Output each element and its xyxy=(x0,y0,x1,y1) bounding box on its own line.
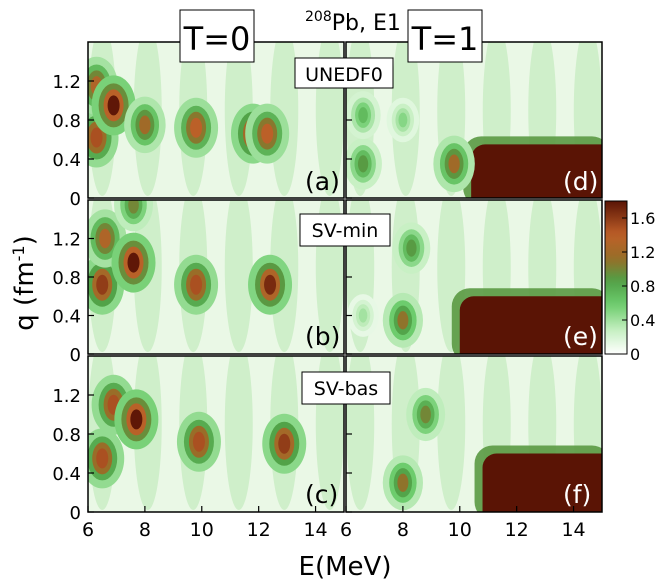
panel-letter-a: (a) xyxy=(305,167,340,196)
data-blob-d-0 xyxy=(357,155,369,173)
y-tick-label-a-0.4: 0.4 xyxy=(52,150,81,171)
x-tick-label-c-12: 12 xyxy=(247,519,271,541)
row-label-box-svbas xyxy=(301,371,391,405)
colorbar xyxy=(604,200,628,355)
data-blob-b-2 xyxy=(127,252,140,273)
data-blob-b-4 xyxy=(190,274,203,295)
y-tick-label-c-1.2: 1.2 xyxy=(52,386,81,407)
data-blob-b-1 xyxy=(99,228,111,249)
column-label-t0: T=0 xyxy=(183,20,251,58)
y-axis-label: q (fm-1) xyxy=(9,235,40,331)
y-tick-label-a-0.8: 0.8 xyxy=(52,111,81,132)
column-label-box-t1 xyxy=(407,9,483,63)
panel-c-heatmap xyxy=(88,356,344,512)
y-axis-label-sup: -1 xyxy=(9,245,28,261)
data-blob-c-3 xyxy=(192,431,205,452)
data-blob-d-2 xyxy=(398,112,408,128)
y-tick-label-b-0.4: 0.4 xyxy=(52,307,81,328)
y-tick-label-c-0: 0 xyxy=(70,503,81,524)
y-tick-label-c-0.8: 0.8 xyxy=(52,425,81,446)
y-tick-label-c-0.4: 0.4 xyxy=(52,464,81,485)
panel-letter-b: (b) xyxy=(305,322,340,351)
data-blob-d-1 xyxy=(358,107,368,124)
x-tick-label-f-8: 8 xyxy=(397,519,409,541)
y-tick-label-a-0: 0 xyxy=(70,189,81,210)
row-label-svmin: SV-min xyxy=(312,220,379,242)
data-blob-b-3 xyxy=(128,200,139,214)
colorbar-tick-label-0.8: 0.8 xyxy=(630,277,655,296)
x-tick-label-c-10: 10 xyxy=(190,519,214,541)
panel-letter-f: (f) xyxy=(563,480,591,509)
data-blob-c-4 xyxy=(278,433,291,454)
x-axis-label: E(MeV) xyxy=(299,552,392,582)
data-blob-a-4 xyxy=(190,117,203,138)
chart-title: 208Pb, E1 xyxy=(305,9,401,36)
panel-b-heatmap xyxy=(88,200,344,354)
y-tick-label-a-1.2: 1.2 xyxy=(52,72,81,93)
resonance-region-f xyxy=(482,453,602,512)
data-blob-e-2 xyxy=(358,308,368,323)
colorbar-tick-label-1.6: 1.6 xyxy=(630,209,655,228)
data-blob-c-0 xyxy=(96,448,109,469)
data-blob-f-0 xyxy=(397,473,409,492)
row-label-svbas: SV-bas xyxy=(314,378,378,400)
row-label-unedf0: UNEDF0 xyxy=(305,64,383,86)
panel-e-heatmap xyxy=(346,200,602,354)
resonance-region-d xyxy=(471,144,602,198)
panel-letter-c: (c) xyxy=(305,480,338,509)
data-blob-c-2 xyxy=(130,409,143,430)
x-tick-label-f-12: 12 xyxy=(505,519,529,541)
x-tick-label-c-6: 6 xyxy=(82,519,94,541)
panel-letter-e: (e) xyxy=(563,322,598,351)
data-blob-a-6 xyxy=(261,123,274,144)
column-label-t1: T=1 xyxy=(411,20,479,58)
colorbar-tick-label-1.2: 1.2 xyxy=(630,243,655,262)
title-superscript: 208 xyxy=(305,9,332,25)
data-blob-e-1 xyxy=(406,239,417,257)
row-label-box-unedf0 xyxy=(294,57,394,89)
title-main: Pb, E1 xyxy=(332,11,401,36)
x-tick-label-f-6: 6 xyxy=(340,519,352,541)
column-label-box-t0 xyxy=(179,9,255,63)
data-blob-b-0 xyxy=(96,274,109,295)
data-blob-d-3 xyxy=(448,154,460,174)
data-blob-b-5 xyxy=(264,274,277,295)
y-tick-label-b-0.8: 0.8 xyxy=(52,268,81,289)
colorbar-tick-label-0.4: 0.4 xyxy=(630,311,655,330)
y-tick-label-b-1.2: 1.2 xyxy=(52,230,81,251)
resonance-region-e xyxy=(459,296,602,354)
y-axis-label-close: ) xyxy=(10,235,40,245)
x-tick-label-f-14: 14 xyxy=(561,519,585,541)
data-blob-a-2 xyxy=(107,95,120,116)
y-tick-label-b-0: 0 xyxy=(70,345,81,366)
x-tick-label-c-14: 14 xyxy=(303,519,327,541)
y-axis-label-main: q (fm xyxy=(10,261,40,330)
row-label-box-svmin xyxy=(299,213,391,247)
data-blob-a-0 xyxy=(90,127,103,148)
panel-letter-d: (d) xyxy=(563,167,598,196)
x-tick-label-c-8: 8 xyxy=(139,519,151,541)
data-blob-f-1 xyxy=(420,405,431,424)
data-blob-a-3 xyxy=(139,115,151,135)
x-tick-label-f-10: 10 xyxy=(448,519,472,541)
data-blob-e-0 xyxy=(397,311,409,330)
colorbar-tick-label-0: 0 xyxy=(630,345,640,364)
